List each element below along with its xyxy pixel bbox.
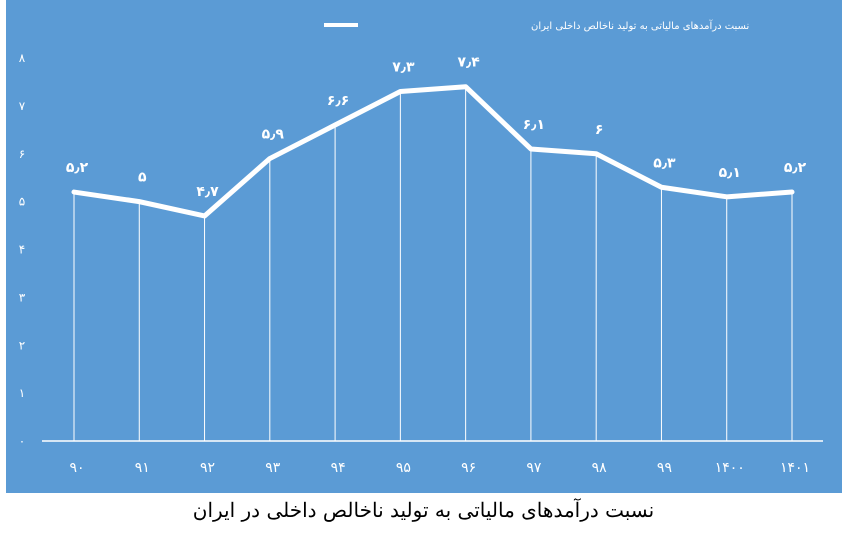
- y-tick-label: ۱: [19, 386, 25, 400]
- x-tick-label: ۱۴۰۱: [780, 460, 810, 476]
- y-tick-label: ۶: [19, 147, 25, 161]
- y-tick-label: ۷: [19, 99, 26, 113]
- x-tick-label: ۹۸: [592, 460, 608, 476]
- legend: نسبت درآمدهای مالیاتی به تولید ناخالص دا…: [324, 19, 749, 32]
- drop-lines: [73, 86, 793, 441]
- y-tick-label: ۸: [19, 51, 26, 65]
- y-tick-label: ۲: [19, 338, 25, 352]
- data-label: ۶٫۱: [523, 117, 545, 133]
- series-line: [71, 84, 795, 219]
- x-tick-label: ۹۴: [331, 460, 346, 476]
- data-label: ۵: [138, 170, 147, 186]
- data-label: ۵٫۱: [719, 165, 741, 181]
- chart-caption: نسبت درآمدهای مالیاتی به تولید ناخالص دا…: [192, 498, 655, 522]
- line-chart: نسبت درآمدهای مالیاتی به تولید ناخالص دا…: [19, 19, 823, 476]
- data-label: ۵٫۹: [262, 127, 285, 143]
- x-tick-label: ۹۷: [526, 460, 542, 476]
- data-label: ۵٫۲: [66, 160, 89, 176]
- y-tick-label: ۵: [19, 195, 25, 209]
- x-tick-label: ۹۱: [135, 460, 150, 476]
- x-tick-label: ۹۵: [396, 460, 411, 476]
- x-tick-label: ۱۴۰۰: [715, 460, 745, 476]
- y-tick-label: ۴: [19, 243, 25, 257]
- data-label: ۵٫۳: [653, 155, 676, 171]
- x-tick-label: ۹۲: [200, 460, 215, 476]
- data-label: ۵٫۲: [784, 160, 807, 176]
- y-tick-label: ۰: [19, 434, 25, 448]
- x-axis-labels: ۹۰ ۹۱ ۹۲ ۹۳ ۹۴ ۹۵ ۹۶ ۹۷ ۹۸ ۹۹ ۱۴۰۰ ۱۴۰۱: [69, 460, 810, 476]
- legend-label: نسبت درآمدهای مالیاتی به تولید ناخالص دا…: [531, 19, 749, 32]
- x-tick-label: ۹۳: [265, 460, 281, 476]
- x-tick-label: ۹۰: [69, 460, 84, 476]
- data-labels: ۵٫۲ ۵ ۴٫۷ ۵٫۹ ۶٫۶ ۷٫۳ ۷٫۴ ۶٫۱ ۶ ۵٫۳ ۵٫۱ ۵٫۲: [66, 55, 807, 200]
- x-tick-label: ۹۹: [657, 460, 672, 476]
- chart-panel: نسبت درآمدهای مالیاتی به تولید ناخالص دا…: [6, 0, 842, 493]
- y-tick-label: ۳: [19, 290, 26, 304]
- data-label: ۷٫۴: [457, 55, 480, 71]
- data-label: ۶٫۶: [327, 93, 349, 109]
- data-label: ۷٫۳: [392, 60, 415, 76]
- data-label: ۶: [595, 122, 604, 138]
- data-label: ۴٫۷: [196, 184, 219, 200]
- x-tick-label: ۹۶: [461, 460, 476, 476]
- y-axis-labels: ۰ ۱ ۲ ۳ ۴ ۵ ۶ ۷ ۸: [19, 51, 26, 448]
